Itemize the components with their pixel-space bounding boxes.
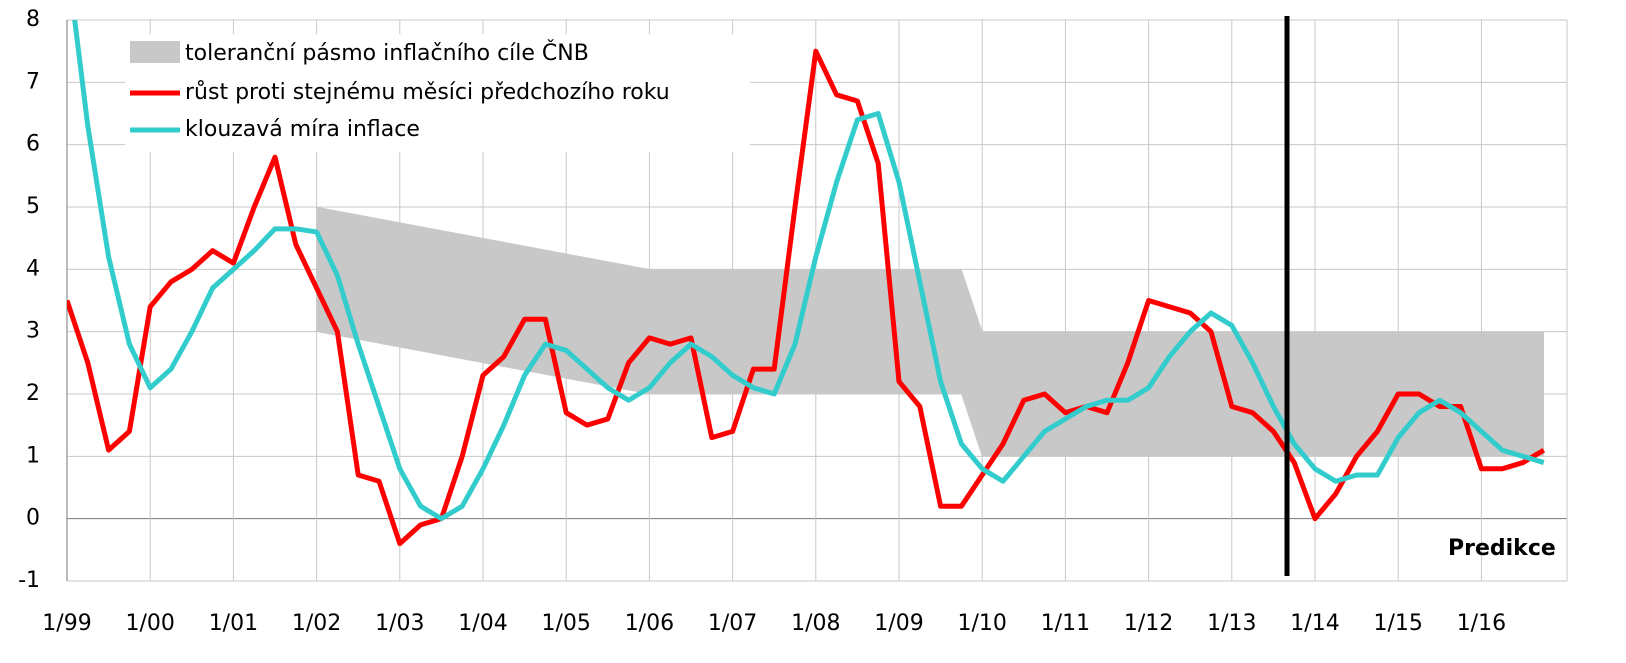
y-tick-label: 5 <box>26 194 40 219</box>
band-segment <box>753 269 775 395</box>
legend-label: klouzavá míra inflace <box>185 117 420 142</box>
band-segment <box>1065 331 1087 457</box>
series-line <box>67 48 1546 547</box>
band-segment <box>669 269 692 395</box>
legend-swatch <box>130 41 180 63</box>
band-segment <box>1522 331 1545 457</box>
band-segment <box>836 269 858 395</box>
legend: toleranční pásmo inflačního cíle ČNB růst… <box>125 34 750 152</box>
band-segment <box>1252 331 1274 457</box>
band-segment <box>1377 331 1399 457</box>
x-tick-label: 1/12 <box>1124 611 1173 636</box>
band-segment <box>857 269 879 395</box>
x-tick-label: 1/02 <box>292 611 341 636</box>
y-tick-label: 3 <box>26 319 40 344</box>
legend-box <box>125 34 750 152</box>
band-segment <box>441 230 463 360</box>
y-tick-label: 4 <box>26 256 40 281</box>
band-segment <box>357 214 380 344</box>
band-segment <box>1148 331 1170 457</box>
x-tick-label: 1/14 <box>1290 611 1339 636</box>
x-tick-label: 1/04 <box>458 611 507 636</box>
y-tick-label: 8 <box>26 7 40 32</box>
band-segment <box>981 331 1004 457</box>
x-tick-label: 1/07 <box>708 611 757 636</box>
band-segment <box>482 237 505 368</box>
band-segment <box>1501 331 1524 457</box>
x-tick-label: 1/06 <box>625 611 674 636</box>
x-tick-label: 1/10 <box>957 611 1006 636</box>
band-segment <box>690 269 713 395</box>
band-segment <box>586 257 609 387</box>
band-segment <box>378 218 401 348</box>
band-segment <box>898 269 921 395</box>
y-tick-label: 7 <box>26 69 40 94</box>
y-tick-label: 6 <box>26 132 40 157</box>
annotation: Predikce <box>1448 536 1556 561</box>
band-segment <box>1293 331 1316 457</box>
band-segment <box>1314 331 1337 457</box>
band-segment <box>399 222 421 352</box>
x-tick-label: 1/16 <box>1457 611 1506 636</box>
band-segment <box>1189 331 1212 457</box>
x-tick-label: 1/01 <box>209 611 258 636</box>
x-tick-label: 1/05 <box>541 611 590 636</box>
y-tick-label: -1 <box>18 568 40 593</box>
series-line <box>72 20 1545 522</box>
x-tick-label: 1/08 <box>791 611 840 636</box>
band-segment <box>1439 331 1461 457</box>
x-tick-label: 1/03 <box>375 611 424 636</box>
legend-label: toleranční pásmo inflačního cíle ČNB <box>185 40 589 66</box>
y-tick-label: 2 <box>26 381 40 406</box>
band-segment <box>1231 331 1253 457</box>
x-tick-label: 1/09 <box>874 611 923 636</box>
x-tick-label: 1/13 <box>1207 611 1256 636</box>
y-tick-label: 1 <box>26 443 40 468</box>
band-segment <box>461 233 484 364</box>
x-tick-label: 1/15 <box>1373 611 1422 636</box>
band-segment <box>420 226 442 356</box>
band-segment <box>961 269 983 457</box>
band-segment <box>1085 331 1108 457</box>
band-segment <box>1335 331 1357 457</box>
x-tick-label: 1/00 <box>125 611 174 636</box>
band-segment <box>940 269 962 395</box>
y-tick-label: 0 <box>26 506 40 531</box>
band-segment <box>815 269 837 395</box>
legend-label: růst proti stejnému měsíci předchozího r… <box>185 80 670 105</box>
x-tick-label: 1/11 <box>1041 611 1090 636</box>
x-tick-label: 1/99 <box>42 611 91 636</box>
band-segment <box>337 210 359 340</box>
band-segment <box>628 265 650 395</box>
